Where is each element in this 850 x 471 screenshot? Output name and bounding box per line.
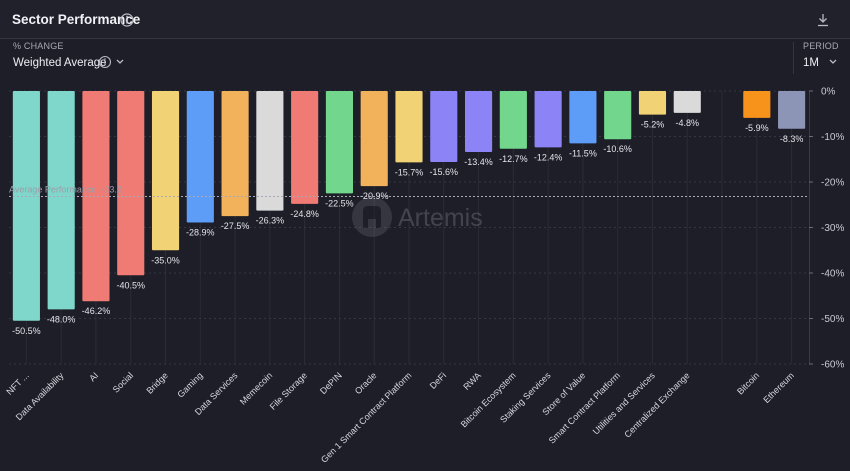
bar xyxy=(743,91,771,118)
bar xyxy=(221,91,249,217)
bar xyxy=(256,91,284,211)
value-label: -50.5% xyxy=(12,326,41,336)
download-icon[interactable] xyxy=(818,14,828,27)
value-label: -5.9% xyxy=(745,123,769,133)
watermark-text: Artemis xyxy=(398,204,483,232)
y-tick-label: 0% xyxy=(821,87,836,98)
bar xyxy=(82,91,110,302)
bar xyxy=(186,91,214,223)
watermark: Artemis xyxy=(352,197,483,237)
period-select[interactable]: 1M xyxy=(803,57,819,69)
bar xyxy=(151,91,180,251)
value-label: -46.2% xyxy=(82,306,111,316)
bar xyxy=(499,91,527,149)
value-label: -15.7% xyxy=(395,167,424,177)
bar xyxy=(465,91,493,152)
value-label: -24.8% xyxy=(290,209,319,219)
bar xyxy=(395,91,423,163)
value-label: -10.6% xyxy=(603,144,632,154)
chart-title: Sector Performance xyxy=(12,12,141,27)
bar xyxy=(117,91,145,276)
info-icon[interactable] xyxy=(98,55,112,69)
value-label: -5.2% xyxy=(641,120,665,130)
chevron[interactable] xyxy=(829,59,837,64)
change-select[interactable]: Weighted Average xyxy=(13,57,107,69)
bar xyxy=(47,91,75,310)
value-label: -28.9% xyxy=(186,227,215,237)
bar xyxy=(604,91,632,140)
bar xyxy=(12,91,40,321)
change-label: % CHANGE xyxy=(13,41,64,51)
average-label: Average Performance: -23.2 xyxy=(9,185,122,195)
bar xyxy=(569,91,597,144)
bar xyxy=(325,91,353,194)
y-tick-label: -60% xyxy=(821,360,844,371)
bar xyxy=(673,91,701,113)
header-bar xyxy=(0,0,850,38)
value-label: -35.0% xyxy=(151,255,180,265)
info-icon[interactable] xyxy=(120,13,134,27)
value-label: -12.4% xyxy=(534,152,563,162)
value-label: -11.5% xyxy=(569,148,597,158)
value-label: -27.5% xyxy=(221,221,250,231)
bar xyxy=(430,91,458,162)
value-label: -4.8% xyxy=(676,118,700,128)
value-label: -8.3% xyxy=(780,134,804,144)
y-tick-label: -30% xyxy=(821,223,844,234)
bar xyxy=(291,91,319,204)
y-tick-label: -20% xyxy=(821,178,844,189)
y-tick-label: -40% xyxy=(821,269,844,280)
bar xyxy=(638,91,667,115)
bar xyxy=(778,91,806,129)
y-tick-label: -50% xyxy=(821,314,844,325)
bar xyxy=(360,91,388,187)
value-label: -15.6% xyxy=(430,167,459,177)
value-label: -26.3% xyxy=(256,216,285,226)
y-tick-label: -10% xyxy=(821,132,844,143)
value-label: -40.5% xyxy=(116,280,145,290)
bar xyxy=(534,91,562,148)
value-label: -13.4% xyxy=(464,157,493,167)
value-label: -12.7% xyxy=(499,154,528,164)
value-label: -48.0% xyxy=(47,314,76,324)
chevron[interactable] xyxy=(116,59,124,64)
period-label: PERIOD xyxy=(803,41,839,51)
value-label: -22.5% xyxy=(325,198,354,208)
